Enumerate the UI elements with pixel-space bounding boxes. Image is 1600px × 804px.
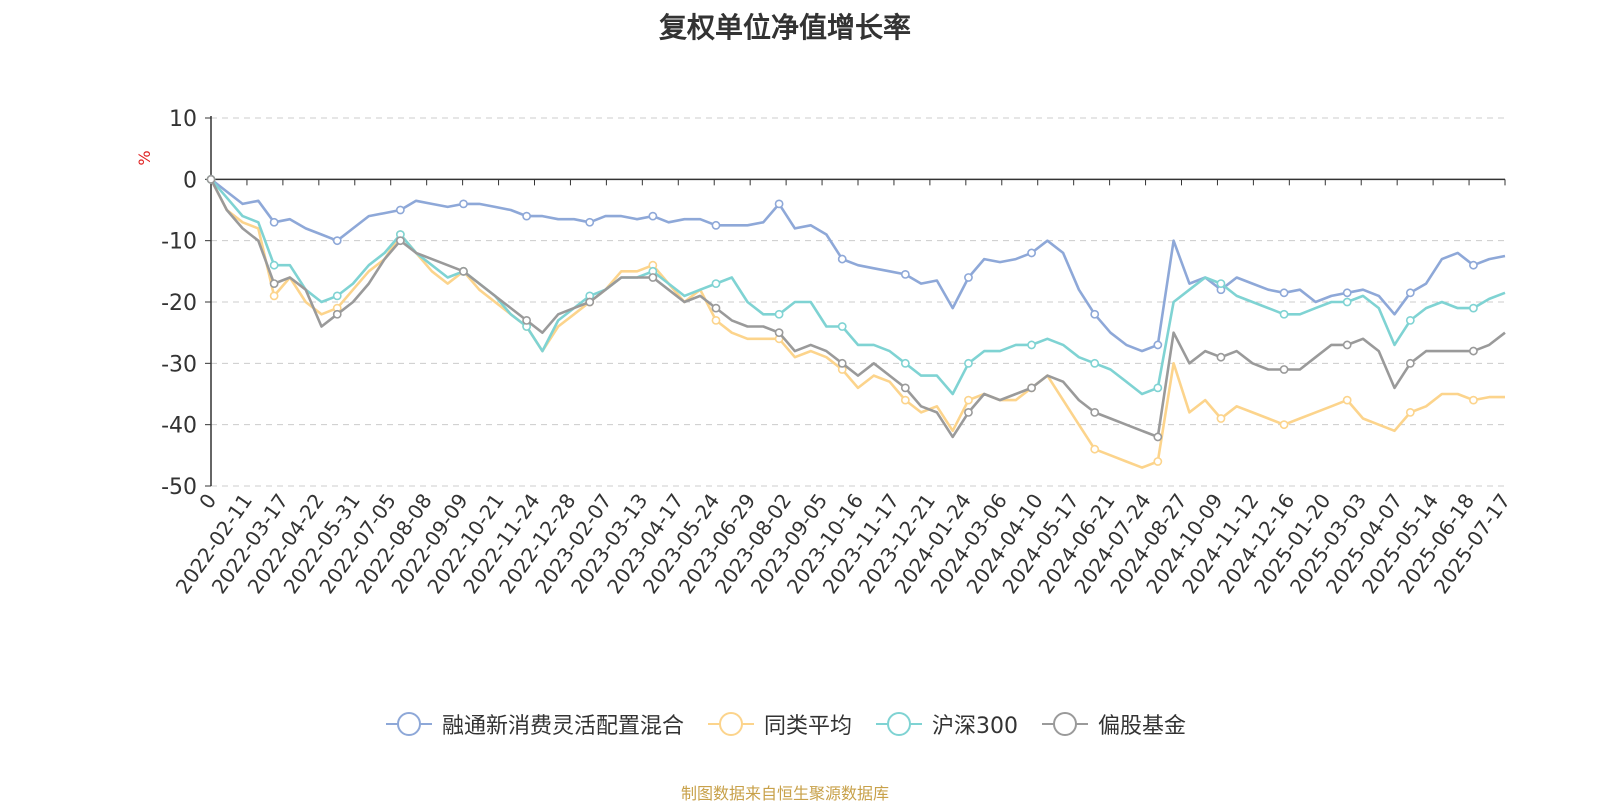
legend-label: 偏股基金 [1098, 714, 1187, 739]
data-point-peer [1342, 395, 1352, 405]
data-point-hs300 [900, 358, 910, 368]
y-tick-label: 10 [169, 107, 197, 132]
data-point-equity [711, 303, 721, 313]
data-point-hs300 [1469, 303, 1478, 313]
data-point-fund [522, 211, 532, 221]
data-point-peer [269, 291, 279, 301]
y-tick-label: -50 [161, 475, 197, 500]
data-point-hs300 [1090, 358, 1100, 368]
data-point-fund [332, 236, 342, 246]
legend-item-hs300[interactable]: 沪深300 [874, 708, 1018, 740]
data-point-fund [1027, 248, 1036, 258]
data-point-peer [711, 315, 721, 325]
data-point-peer [900, 395, 910, 405]
data-point-hs300 [1216, 279, 1226, 288]
legend-label: 融通新消费灵活配置混合 [441, 714, 684, 739]
data-point-equity [964, 407, 973, 417]
legend-item-peer[interactable]: 同类平均 [706, 708, 852, 740]
y-tick-label: -40 [161, 414, 197, 439]
data-point-equity [269, 279, 279, 288]
data-point-equity [1027, 383, 1036, 393]
data-point-fund [1153, 340, 1163, 350]
data-point-equity [1216, 352, 1226, 362]
data-point-hs300 [332, 291, 342, 301]
data-point-peer [1405, 407, 1415, 417]
data-point-fund [269, 217, 279, 227]
legend-label: 沪深300 [932, 714, 1018, 739]
data-point-fund [774, 199, 784, 209]
y-tick-label: -30 [161, 352, 197, 377]
data-point-peer [1279, 420, 1289, 430]
data-point-fund [395, 205, 405, 215]
data-point-fund [1342, 288, 1352, 298]
source-note: 制图数据来自恒生聚源数据库 [680, 784, 889, 803]
data-point-equity [1279, 365, 1289, 374]
data-point-hs300 [1027, 340, 1036, 350]
data-point-equity [585, 297, 595, 307]
legend-swatch-icon [385, 712, 432, 736]
data-point-fund [711, 220, 721, 230]
data-point-hs300 [269, 260, 279, 270]
data-point-equity [522, 315, 532, 325]
data-point-hs300 [964, 358, 973, 368]
legend-item-fund[interactable]: 融通新消费灵活配置混合 [384, 708, 684, 740]
data-point-peer [1153, 457, 1163, 466]
data-point-equity [332, 309, 342, 319]
legend-swatch-icon [876, 712, 922, 736]
x-tick-label: 0 [194, 489, 221, 513]
data-point-peer [1469, 395, 1478, 405]
data-point-equity [774, 328, 784, 338]
data-point-equity [900, 383, 910, 393]
data-point-hs300 [837, 322, 847, 331]
data-point-hs300 [711, 279, 721, 288]
y-axis-unit-label: % [135, 150, 154, 165]
data-point-fund [1405, 288, 1415, 298]
series-lines [206, 174, 1506, 469]
data-point-equity [1153, 432, 1163, 442]
data-point-equity [206, 174, 216, 184]
chart-title: 复权单位净值增长率 [658, 11, 911, 44]
grid-lines [211, 117, 1505, 487]
data-point-fund [1279, 288, 1289, 298]
data-point-hs300 [1342, 297, 1352, 307]
data-point-equity [1469, 346, 1478, 356]
data-point-equity [1405, 358, 1415, 368]
legend-swatch-icon [707, 712, 754, 736]
data-point-equity [837, 358, 847, 368]
axes: 100-10-20-30-40-5002022-02-112022-03-172… [161, 107, 1515, 598]
data-point-hs300 [774, 309, 784, 319]
data-point-hs300 [1279, 309, 1289, 319]
data-point-equity [1090, 407, 1100, 417]
series-line-equity [209, 178, 1506, 439]
series-line-fund [210, 178, 1506, 353]
data-point-fund [1090, 309, 1100, 319]
data-point-fund [837, 254, 847, 264]
data-point-fund [648, 211, 658, 221]
series-line-hs300 [210, 178, 1506, 396]
data-point-fund [964, 273, 973, 282]
data-point-equity [459, 266, 468, 276]
data-point-equity [395, 236, 405, 246]
data-point-fund [900, 269, 910, 279]
legend: 融通新消费灵活配置混合 同类平均 沪深300 偏股基金 [0, 708, 1570, 740]
data-point-fund [585, 217, 595, 227]
y-tick-label: 0 [183, 168, 197, 193]
y-tick-label: -10 [161, 230, 197, 255]
series-line-peer [209, 178, 1505, 469]
data-point-peer [1090, 444, 1100, 454]
data-point-hs300 [1405, 315, 1415, 325]
data-point-peer [1216, 414, 1226, 423]
data-point-peer [964, 395, 973, 405]
y-tick-label: -20 [161, 291, 197, 316]
data-point-hs300 [1153, 383, 1163, 393]
data-point-equity [648, 273, 658, 282]
line-chart: 100-10-20-30-40-5002022-02-112022-03-172… [135, 107, 1515, 598]
legend-label: 同类平均 [763, 714, 852, 739]
legend-item-equity[interactable]: 偏股基金 [1040, 708, 1186, 740]
data-point-equity [1342, 340, 1352, 350]
legend-swatch-icon [1042, 712, 1088, 736]
data-point-fund [459, 199, 468, 209]
data-point-fund [1469, 260, 1478, 270]
